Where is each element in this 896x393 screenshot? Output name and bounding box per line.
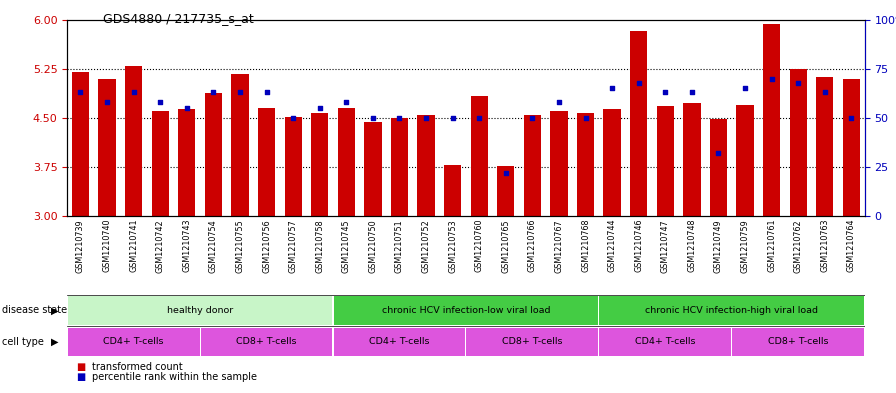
Bar xyxy=(333,328,465,356)
Text: ■: ■ xyxy=(76,372,85,382)
Text: CD8+ T-cells: CD8+ T-cells xyxy=(502,338,563,346)
Point xyxy=(206,89,220,95)
Point xyxy=(286,115,300,121)
Text: disease state: disease state xyxy=(2,305,67,316)
Bar xyxy=(258,108,275,216)
Point xyxy=(632,79,646,86)
Point xyxy=(817,89,831,95)
Point xyxy=(579,115,593,121)
Bar xyxy=(178,109,195,216)
Bar xyxy=(470,96,487,216)
Point xyxy=(791,79,806,86)
Text: ▶: ▶ xyxy=(51,337,58,347)
Bar xyxy=(604,109,621,216)
Point xyxy=(844,115,858,121)
Point xyxy=(472,115,487,121)
Point xyxy=(179,105,194,111)
Bar xyxy=(151,111,168,216)
Bar xyxy=(125,66,142,216)
Point xyxy=(445,115,460,121)
Text: ▶: ▶ xyxy=(51,305,58,316)
Bar xyxy=(599,296,864,325)
Bar xyxy=(99,79,116,216)
Point xyxy=(737,85,752,92)
Point xyxy=(418,115,434,121)
Bar xyxy=(657,106,674,216)
Point xyxy=(498,170,513,176)
Bar xyxy=(444,165,461,216)
Point xyxy=(126,89,141,95)
Bar xyxy=(710,119,727,216)
Bar xyxy=(68,296,332,325)
Point xyxy=(552,99,566,105)
Text: CD8+ T-cells: CD8+ T-cells xyxy=(768,338,829,346)
Text: transformed count: transformed count xyxy=(92,362,183,373)
Point xyxy=(99,99,115,105)
Text: healthy donor: healthy donor xyxy=(167,306,233,315)
Bar xyxy=(201,328,332,356)
Bar xyxy=(333,296,599,325)
Text: CD4+ T-cells: CD4+ T-cells xyxy=(635,338,695,346)
Text: percentile rank within the sample: percentile rank within the sample xyxy=(92,372,257,382)
Bar xyxy=(205,93,222,216)
Text: chronic HCV infection-low viral load: chronic HCV infection-low viral load xyxy=(382,306,550,315)
Bar xyxy=(684,103,701,216)
Text: CD4+ T-cells: CD4+ T-cells xyxy=(369,338,430,346)
Bar xyxy=(338,108,355,216)
Text: cell type: cell type xyxy=(2,337,44,347)
Bar xyxy=(418,115,435,216)
Bar xyxy=(365,122,382,216)
Text: ■: ■ xyxy=(76,362,85,373)
Point xyxy=(339,99,353,105)
Point xyxy=(313,105,327,111)
Bar xyxy=(630,31,647,216)
Bar xyxy=(68,328,200,356)
Bar xyxy=(467,328,599,356)
Text: GDS4880 / 217735_s_at: GDS4880 / 217735_s_at xyxy=(103,12,254,25)
Point xyxy=(711,150,726,156)
Bar xyxy=(577,113,594,216)
Bar xyxy=(789,69,806,216)
Point xyxy=(525,115,539,121)
Bar xyxy=(763,24,780,216)
Point xyxy=(366,115,380,121)
Bar xyxy=(843,79,860,216)
Point xyxy=(153,99,168,105)
Point xyxy=(73,89,88,95)
Bar xyxy=(550,111,567,216)
Bar xyxy=(816,77,833,216)
Bar xyxy=(732,328,864,356)
Point xyxy=(233,89,247,95)
Bar xyxy=(231,74,248,216)
Bar xyxy=(72,72,89,216)
Text: CD8+ T-cells: CD8+ T-cells xyxy=(237,338,297,346)
Bar xyxy=(497,166,514,216)
Point xyxy=(260,89,274,95)
Bar xyxy=(311,113,328,216)
Point xyxy=(658,89,672,95)
Text: CD4+ T-cells: CD4+ T-cells xyxy=(103,338,164,346)
Point xyxy=(605,85,619,92)
Bar xyxy=(285,117,302,216)
Bar xyxy=(391,118,408,216)
Bar xyxy=(737,105,754,216)
Bar xyxy=(524,115,541,216)
Bar xyxy=(599,328,731,356)
Point xyxy=(685,89,699,95)
Text: chronic HCV infection-high viral load: chronic HCV infection-high viral load xyxy=(645,306,818,315)
Point xyxy=(392,115,407,121)
Point xyxy=(764,75,779,82)
